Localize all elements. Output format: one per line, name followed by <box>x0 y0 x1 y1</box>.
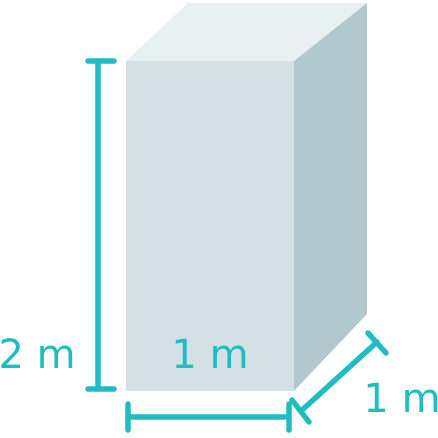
box-front-face <box>126 61 294 391</box>
front-width-label: 1 m <box>171 332 248 378</box>
box-side-face <box>294 3 367 391</box>
height-dimension-marker <box>85 58 117 392</box>
width-dimension-marker <box>125 401 292 433</box>
depth-dimension-marker <box>289 330 389 425</box>
depth-label: 1 m <box>363 376 438 422</box>
height-label: 2 m <box>0 332 76 378</box>
box-top-face <box>126 3 367 61</box>
